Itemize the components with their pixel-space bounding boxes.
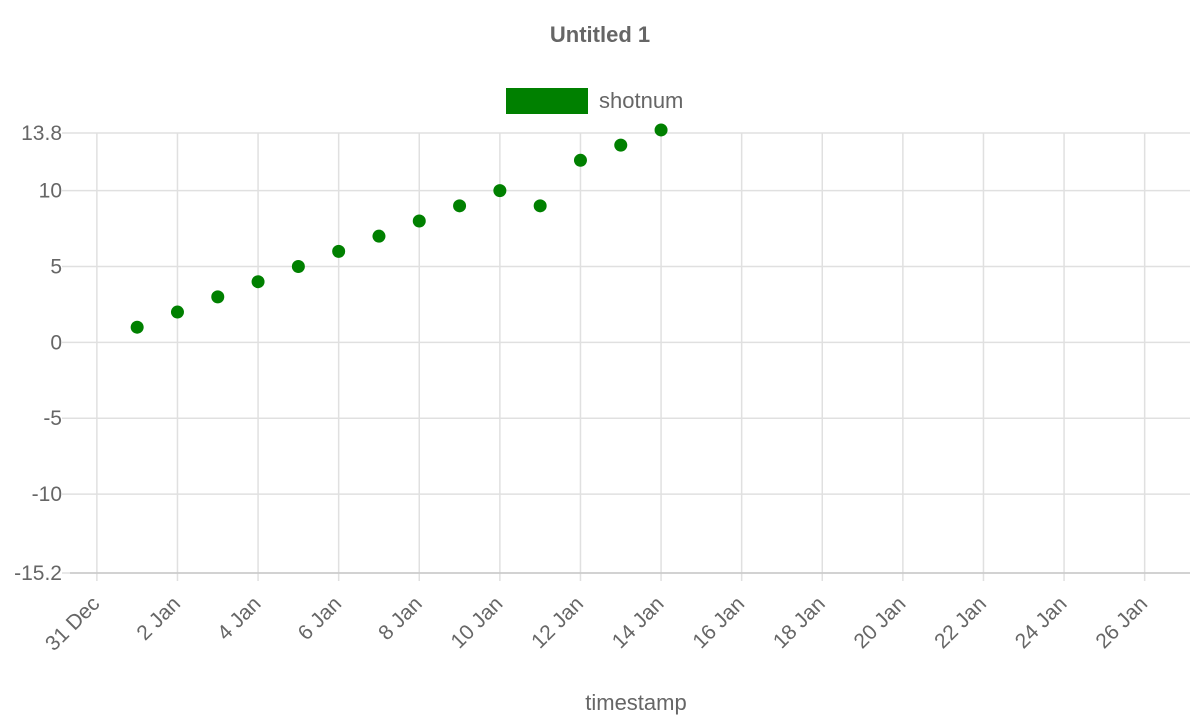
- chart-title: Untitled 1: [550, 22, 650, 47]
- data-point: [130, 320, 144, 334]
- x-tick-label: 16 Jan: [688, 592, 749, 653]
- data-point: [493, 184, 507, 198]
- data-point: [372, 229, 386, 243]
- y-tick-label: 10: [39, 180, 62, 203]
- x-axis-title: timestamp: [585, 690, 686, 715]
- x-tick-label: 2 Jan: [132, 592, 185, 645]
- y-tick-label: -5: [43, 407, 62, 430]
- legend-label-shotnum[interactable]: shotnum: [599, 88, 683, 113]
- y-tick-label: 5: [50, 256, 62, 279]
- x-tick-label: 12 Jan: [527, 592, 588, 653]
- data-point: [573, 153, 587, 167]
- data-point: [654, 123, 668, 137]
- x-tick-label: 31 Dec: [41, 592, 104, 655]
- x-tick-label: 8 Jan: [374, 592, 427, 645]
- x-axis-ticks: 31 Dec 2 Jan 4 Jan 6 Jan 8 Jan 10 Jan 12 Jan 14…: [41, 592, 1152, 655]
- data-point: [332, 244, 346, 258]
- x-tick-label: 14 Jan: [608, 592, 669, 653]
- data-point: [170, 305, 184, 319]
- y-tick-label: -15.2: [14, 562, 62, 585]
- x-tick-label: 20 Jan: [850, 592, 911, 653]
- y-axis-ticks: -15.2 -10 -5 0 5 10 13.8: [14, 122, 62, 585]
- y-tick-label: -10: [32, 483, 62, 506]
- legend[interactable]: shotnum: [506, 88, 683, 114]
- data-point: [251, 275, 265, 289]
- y-tick-label: 0: [50, 331, 62, 354]
- data-point: [453, 199, 467, 213]
- data-point: [412, 214, 426, 228]
- x-tick-label: 6 Jan: [294, 592, 347, 645]
- grid: [62, 132, 1190, 581]
- data-point: [211, 290, 225, 304]
- x-tick-label: 26 Jan: [1091, 592, 1152, 653]
- y-tick-label: 13.8: [21, 122, 62, 145]
- data-point: [533, 199, 547, 213]
- x-tick-label: 22 Jan: [930, 592, 991, 653]
- legend-swatch-shotnum[interactable]: [506, 88, 588, 114]
- x-tick-label: 24 Jan: [1011, 592, 1072, 653]
- data-point: [291, 260, 305, 274]
- data-points: [130, 123, 668, 334]
- data-point: [614, 138, 628, 152]
- x-tick-label: 18 Jan: [769, 592, 830, 653]
- x-tick-label: 4 Jan: [213, 592, 266, 645]
- x-tick-label: 10 Jan: [447, 592, 508, 653]
